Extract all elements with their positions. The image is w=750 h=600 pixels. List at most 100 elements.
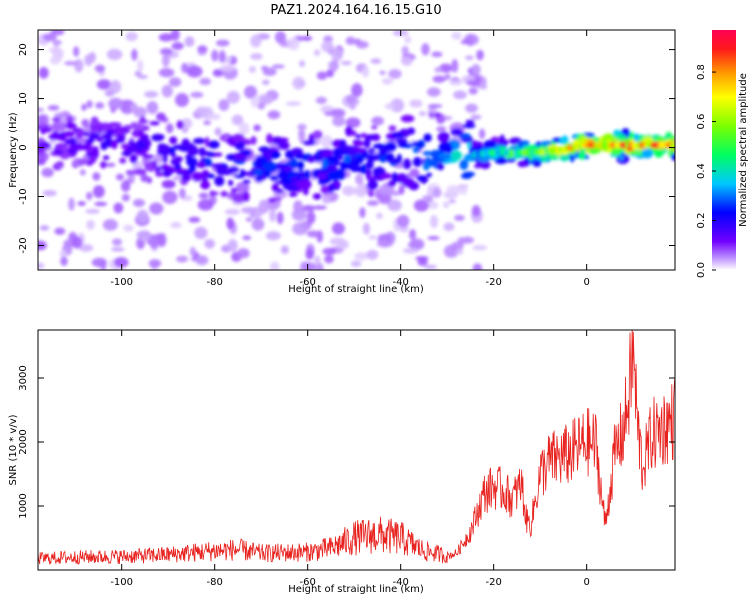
spectrogram-cell: [192, 137, 206, 145]
spectrogram-cell: [214, 152, 223, 157]
spectrogram-cell: [219, 50, 226, 63]
snr-x-tick-label: -80: [207, 577, 223, 588]
spectrogram-cell: [396, 153, 402, 164]
spectrogram-cell: [269, 208, 277, 222]
spectrogram-cell: [233, 174, 245, 179]
spectrogram-cell: [479, 83, 488, 90]
spectrogram-cell: [169, 136, 178, 145]
spectrogram-cell: [198, 192, 209, 199]
spectrogram-cell: [100, 161, 107, 169]
spectrogram-cell: [230, 188, 238, 193]
spectrogram-cell: [402, 158, 412, 170]
spectrogram-cell: [290, 176, 300, 183]
snr-x-ticks: -100 -80 -60 -40 -20 0: [110, 330, 590, 588]
spectrogram-x-tick-label: 0: [583, 277, 589, 288]
spectrogram-cell: [269, 175, 279, 181]
spectrogram-cell: [401, 56, 413, 66]
spectrogram-y-tick-label: 10: [18, 92, 29, 105]
spectrogram-cell: [155, 171, 164, 177]
spectrogram-cell: [471, 64, 481, 76]
spectrogram-cell: [371, 125, 378, 130]
spectrogram-cell: [352, 141, 365, 147]
spectrogram-cell: [231, 114, 244, 126]
spectrogram-cell: [418, 111, 427, 117]
spectrogram-cell: [111, 247, 125, 252]
spectrogram-cell: [451, 31, 462, 40]
spectrogram-cell: [214, 175, 225, 187]
spectrogram-cell: [54, 143, 63, 148]
spectrogram-cell: [396, 214, 410, 228]
spectrogram-cell: [81, 118, 90, 128]
spectrogram-cell: [340, 61, 352, 66]
spectrogram-cell: [186, 65, 203, 78]
spectrogram-cell: [137, 230, 152, 242]
spectrogram-cell: [176, 255, 189, 263]
spectrogram-cell: [190, 91, 204, 98]
spectrogram-cell: [227, 179, 234, 187]
spectrogram-cell: [431, 187, 442, 198]
spectrogram-cell: [144, 90, 159, 98]
spectrogram-cell: [422, 151, 433, 156]
spectrogram-cell: [242, 235, 252, 241]
spectrogram-cell: [171, 42, 184, 51]
spectrogram-cell: [38, 121, 47, 126]
spectrogram-cell: [345, 36, 356, 45]
spectrogram-cell: [157, 233, 167, 248]
spectrogram-cell: [220, 190, 228, 197]
spectrogram-cell: [443, 222, 455, 232]
spectrogram-cell: [401, 45, 409, 56]
figure-title: PAZ1.2024.164.16.15.G10: [270, 3, 441, 18]
spectrogram-cell: [315, 97, 328, 104]
spectrogram-cell: [113, 256, 129, 268]
spectrogram-cell: [298, 130, 306, 144]
spectrogram-cell: [161, 84, 173, 98]
spectrogram-cell: [121, 151, 132, 156]
spectrogram-cell: [397, 142, 411, 148]
spectrogram-cell: [162, 190, 178, 205]
spectrogram-cell: [296, 180, 308, 189]
spectrogram-cell: [225, 208, 236, 215]
spectrogram-cell: [120, 99, 134, 106]
spectrogram-cell: [245, 217, 252, 222]
spectrogram-cell: [204, 238, 216, 249]
spectrogram-cell: [101, 133, 113, 140]
spectrogram-cell: [64, 122, 77, 129]
spectrogram-cell: [162, 169, 172, 178]
spectrogram-cell: [363, 137, 371, 149]
spectrogram-cell: [104, 89, 115, 97]
spectrogram-cell: [62, 130, 75, 138]
spectrogram-cell: [136, 209, 149, 224]
spectrogram-cell: [320, 185, 331, 194]
spectrogram-cell: [142, 154, 155, 160]
spectrogram-cell: [450, 128, 463, 137]
spectrogram-cell: [242, 191, 250, 202]
spectrogram-cell: [86, 191, 93, 201]
spectrogram-cell: [324, 111, 337, 117]
spectrogram-cell: [227, 239, 238, 252]
colorbar-tick-label: 0.0: [696, 262, 707, 278]
spectrogram-cell: [292, 222, 309, 236]
spectrogram-cell: [439, 63, 453, 73]
spectrogram-cell: [174, 156, 184, 162]
spectrogram-cell: [140, 173, 149, 183]
spectrogram-cell: [324, 254, 334, 264]
spectrogram-cell: [459, 159, 469, 171]
spectrogram-cell: [351, 130, 357, 137]
spectrogram-cell: [158, 33, 174, 42]
snr-x-tick-label: -100: [110, 577, 133, 588]
spectrogram-cell: [367, 190, 375, 198]
spectrogram-cell: [378, 184, 395, 196]
spectrogram-cell: [297, 81, 306, 87]
colorbar-label: Normalized spectral amplitude: [738, 73, 749, 227]
spectrogram-cell: [376, 212, 383, 220]
spectrogram-cell: [181, 171, 190, 182]
spectrogram-cell: [615, 133, 626, 141]
spectrogram-cell: [424, 197, 433, 203]
spectrogram-cell: [669, 141, 675, 149]
spectrogram-cell: [139, 115, 146, 124]
snr-x-tick-label: -40: [392, 577, 408, 588]
spectrogram-cell: [504, 157, 517, 163]
spectrogram-cell: [77, 201, 86, 206]
spectrogram-cell: [532, 160, 542, 167]
spectrogram-cell: [525, 144, 538, 151]
